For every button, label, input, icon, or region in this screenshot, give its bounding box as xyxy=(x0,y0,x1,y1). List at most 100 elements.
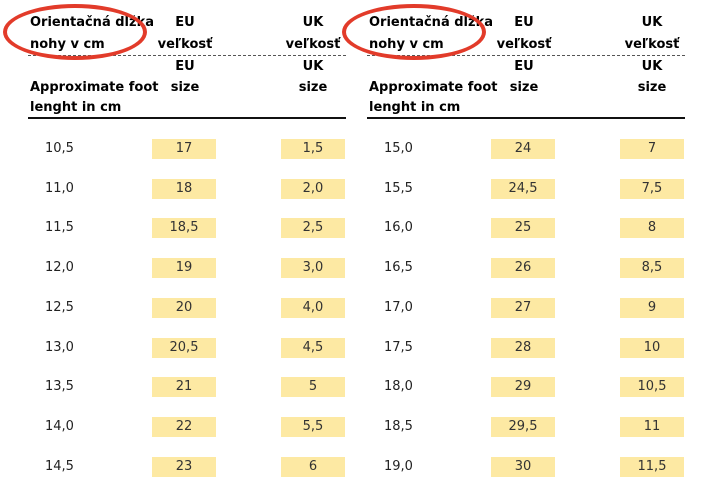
uk-size-cell: 5 xyxy=(281,377,345,398)
size-row: 19,0 30 11,5 xyxy=(339,456,684,477)
size-row: 11,5 18,5 2,5 xyxy=(0,218,345,239)
eu-size-cell: 20,5 xyxy=(152,337,216,358)
foot-length-cell: 13,0 xyxy=(45,339,74,355)
foot-length-cell: 14,5 xyxy=(45,458,74,474)
foot-length-cell: 15,0 xyxy=(384,141,413,156)
header-eu-sk-line1: EU xyxy=(514,15,534,30)
foot-length-cell: 18,5 xyxy=(384,418,413,434)
size-row: 12,5 20 4,0 xyxy=(0,297,345,318)
size-row: 17,5 28 10 xyxy=(339,337,684,358)
header-eu-sk-line2: veľkosť xyxy=(157,37,213,52)
header-uk-sk-line1: UK xyxy=(302,15,324,30)
foot-length-cell: 12,5 xyxy=(45,299,74,315)
eu-size-cell: 24,5 xyxy=(491,178,555,199)
eu-size-cell: 27 xyxy=(491,297,555,318)
eu-size-cell: 25 xyxy=(491,218,555,239)
size-row: 15,5 24,5 7,5 xyxy=(339,178,684,199)
uk-size-cell: 3,0 xyxy=(281,258,345,279)
foot-length-cell: 13,5 xyxy=(45,379,74,395)
header-eu-sk-line1: EU xyxy=(175,15,195,30)
uk-size-cell: 1,5 xyxy=(281,139,345,159)
foot-length-cell: 18,0 xyxy=(384,379,413,395)
header-cm-en-line2: lenght in cm xyxy=(30,100,122,115)
size-row: 18,0 29 10,5 xyxy=(339,377,684,398)
size-row: 16,5 26 8,5 xyxy=(339,258,684,279)
header-eu-en-line2: size xyxy=(170,80,200,95)
size-row: 12,0 19 3,0 xyxy=(0,258,345,279)
uk-size-cell: 8 xyxy=(620,218,684,239)
size-row: 17,0 27 9 xyxy=(339,297,684,318)
eu-size-cell: 18 xyxy=(152,178,216,199)
uk-size-cell: 10 xyxy=(620,337,684,358)
header-eu-en-line1: EU xyxy=(514,59,534,74)
foot-length-cell: 16,5 xyxy=(384,260,413,276)
header-uk-en-line1: UK xyxy=(641,59,663,74)
header-uk-sk-line1: UK xyxy=(641,15,663,30)
size-table-right: Orientačná dĺžka nohy v cm EU veľkosť UK veľk… xyxy=(339,0,685,497)
eu-size-cell: 28 xyxy=(491,337,555,358)
uk-size-cell: 7,5 xyxy=(620,178,684,199)
foot-length-cell: 16,0 xyxy=(384,220,413,236)
uk-size-cell: 8,5 xyxy=(620,258,684,279)
eu-size-cell: 22 xyxy=(152,416,216,437)
size-row: 10,5 17 1,5 xyxy=(0,139,345,159)
header-divider-dotted xyxy=(367,55,685,56)
size-row: 18,5 29,5 11 xyxy=(339,416,684,437)
foot-length-cell: 17,0 xyxy=(384,299,413,315)
size-row: 14,5 23 6 xyxy=(0,456,345,477)
uk-size-cell: 9 xyxy=(620,297,684,318)
foot-length-cell: 14,0 xyxy=(45,418,74,434)
highlight-oval xyxy=(3,4,147,60)
uk-size-cell: 2,0 xyxy=(281,178,345,199)
size-row: 15,0 24 7 xyxy=(339,139,684,159)
uk-size-cell: 11 xyxy=(620,416,684,437)
header-eu-sk-line2: veľkosť xyxy=(496,37,552,52)
header-uk-en-line1: UK xyxy=(302,59,324,74)
header-eu-en-line2: size xyxy=(509,80,539,95)
size-row: 13,5 21 5 xyxy=(0,377,345,398)
foot-length-cell: 11,0 xyxy=(45,180,74,196)
uk-size-cell: 7 xyxy=(620,139,684,159)
header-uk-en-line2: size xyxy=(298,80,328,95)
header-uk-en-line2: size xyxy=(637,80,667,95)
header-uk-sk-line2: veľkosť xyxy=(624,37,680,52)
header-divider-solid xyxy=(28,117,346,119)
eu-size-cell: 26 xyxy=(491,258,555,279)
size-row: 16,0 25 8 xyxy=(339,218,684,239)
header-divider-dotted xyxy=(28,55,346,56)
foot-length-cell: 11,5 xyxy=(45,220,74,236)
eu-size-cell: 29 xyxy=(491,377,555,398)
eu-size-cell: 20 xyxy=(152,297,216,318)
uk-size-cell: 11,5 xyxy=(620,456,684,477)
size-row: 11,0 18 2,0 xyxy=(0,178,345,199)
eu-size-cell: 21 xyxy=(152,377,216,398)
size-row: 14,0 22 5,5 xyxy=(0,416,345,437)
foot-length-cell: 12,0 xyxy=(45,260,74,276)
uk-size-cell: 10,5 xyxy=(620,377,684,398)
foot-length-cell: 15,5 xyxy=(384,180,413,196)
header-eu-en-line1: EU xyxy=(175,59,195,74)
eu-size-cell: 18,5 xyxy=(152,218,216,239)
uk-size-cell: 2,5 xyxy=(281,218,345,239)
uk-size-cell: 5,5 xyxy=(281,416,345,437)
eu-size-cell: 24 xyxy=(491,139,555,159)
uk-size-cell: 4,5 xyxy=(281,337,345,358)
size-table-left: Orientačná dĺžka nohy v cm EU veľkosť UK veľk… xyxy=(0,0,346,497)
header-cm-en-line1: Approximate foot xyxy=(369,80,498,95)
header-uk-sk-line2: veľkosť xyxy=(285,37,341,52)
header-divider-solid xyxy=(367,117,685,119)
eu-size-cell: 30 xyxy=(491,456,555,477)
foot-length-cell: 10,5 xyxy=(45,141,74,156)
foot-length-cell: 19,0 xyxy=(384,458,413,474)
foot-length-cell: 17,5 xyxy=(384,339,413,355)
uk-size-cell: 6 xyxy=(281,456,345,477)
uk-size-cell: 4,0 xyxy=(281,297,345,318)
header-cm-en-line2: lenght in cm xyxy=(369,100,461,115)
eu-size-cell: 17 xyxy=(152,139,216,159)
size-row: 13,0 20,5 4,5 xyxy=(0,337,345,358)
header-cm-en-line1: Approximate foot xyxy=(30,80,159,95)
highlight-oval xyxy=(342,4,486,60)
eu-size-cell: 29,5 xyxy=(491,416,555,437)
eu-size-cell: 19 xyxy=(152,258,216,279)
eu-size-cell: 23 xyxy=(152,456,216,477)
